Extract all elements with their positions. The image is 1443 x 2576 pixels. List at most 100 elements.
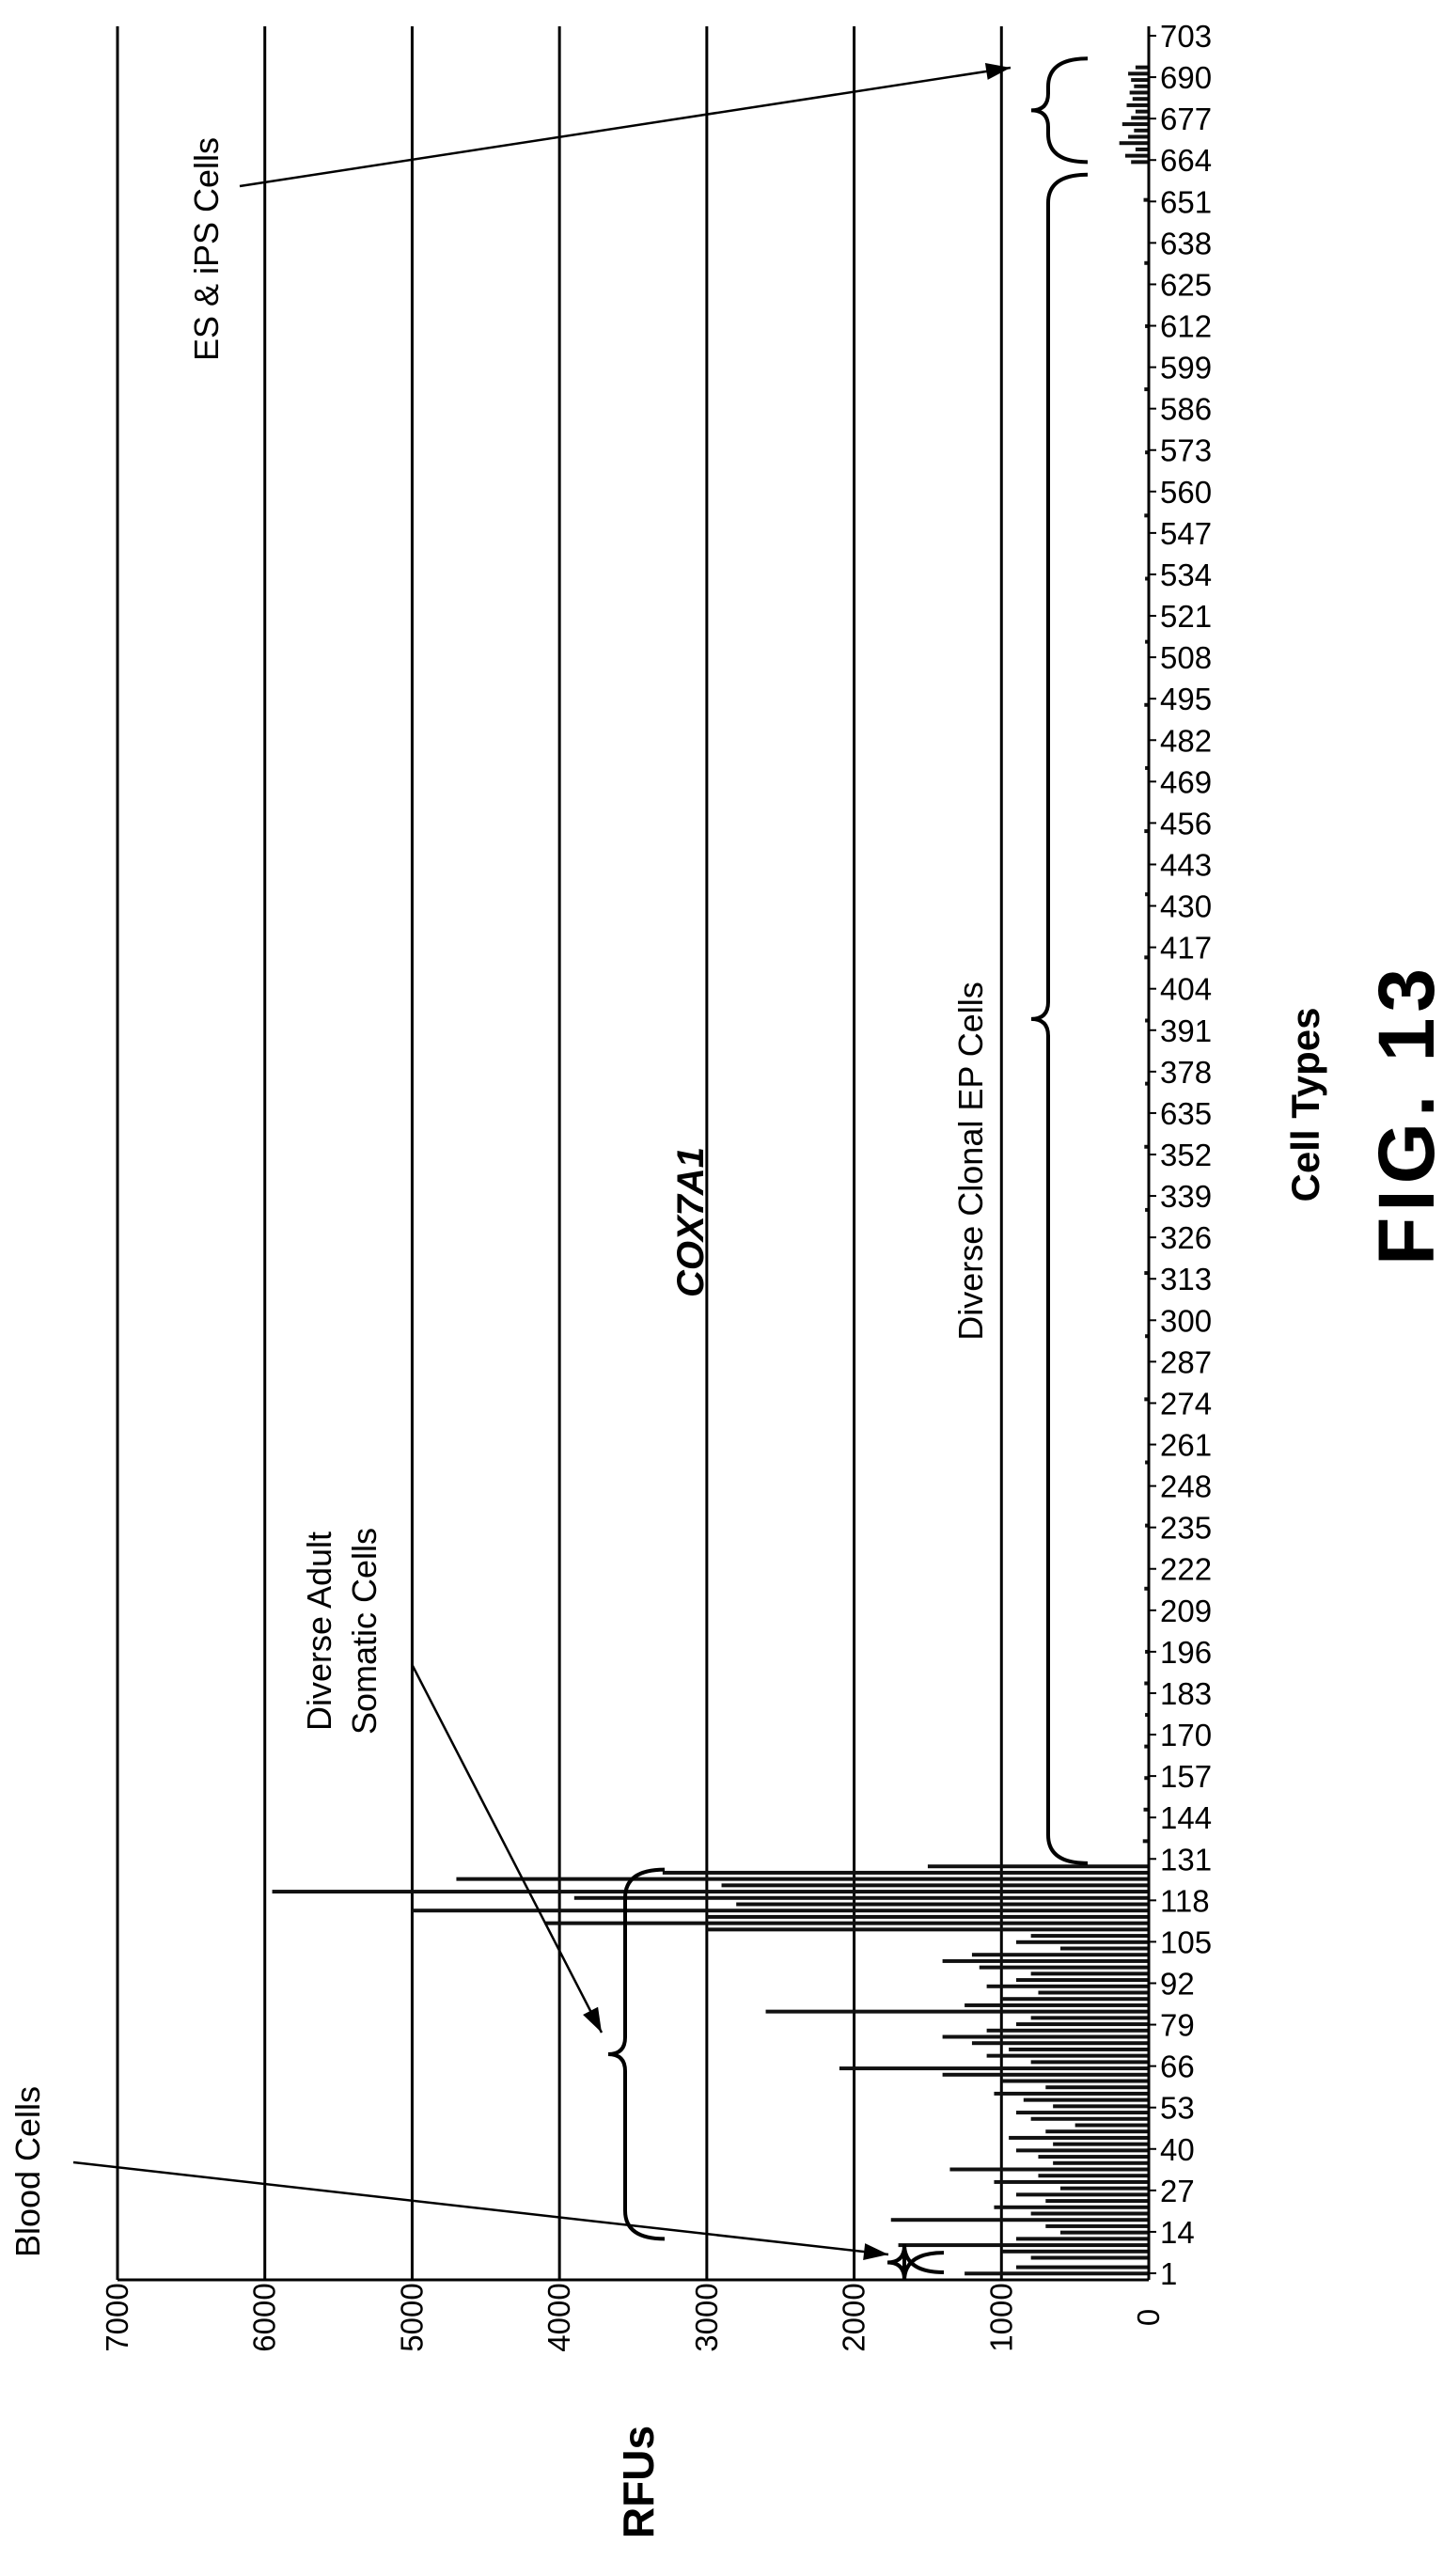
x-tick-label: 612	[1160, 309, 1212, 344]
x-tick-label: 326	[1160, 1220, 1212, 1255]
label-blood-cells: Blood Cells	[8, 2086, 47, 2257]
figure-label: FIG. 13	[1362, 963, 1443, 1265]
data-bar	[1045, 2224, 1149, 2228]
x-tick-label: 170	[1160, 1718, 1212, 1752]
data-bar	[1031, 2060, 1149, 2064]
arrow-es-ips-cells-head	[985, 63, 1011, 80]
data-bar	[1060, 1947, 1149, 1951]
y-tick-label: 4000	[541, 2283, 576, 2351]
data-bar	[1128, 135, 1149, 139]
data-bar	[1009, 2136, 1149, 2140]
data-bar	[1031, 2117, 1149, 2121]
arrow-adult-somatic-cells	[412, 1664, 602, 2033]
data-bar	[987, 2054, 1149, 2058]
data-bar	[1120, 141, 1149, 145]
data-bar	[1045, 2129, 1149, 2133]
data-bar	[1016, 1940, 1149, 1944]
y-axis-title: RFUs	[614, 2426, 663, 2538]
data-bar	[722, 1883, 1149, 1887]
x-tick-label: 404	[1160, 972, 1212, 1007]
y-tick-label: 3000	[689, 2283, 724, 2351]
x-tick-label: 677	[1160, 102, 1212, 136]
data-bar	[1038, 1991, 1149, 1995]
x-tick-label: 482	[1160, 723, 1212, 758]
data-bar	[994, 2180, 1149, 2184]
data-bar	[1128, 71, 1149, 75]
data-bar	[456, 1877, 1149, 1881]
data-bar	[899, 2243, 1149, 2247]
data-bar	[972, 1953, 1149, 1956]
data-bar	[1136, 148, 1149, 151]
x-tick-label: 635	[1160, 1096, 1212, 1131]
data-bar	[663, 1871, 1149, 1875]
x-tick-label: 183	[1160, 1676, 1212, 1711]
x-tick-label: 690	[1160, 60, 1212, 95]
data-bar	[1130, 91, 1149, 95]
data-bar	[1134, 85, 1149, 88]
x-tick-label: 157	[1160, 1759, 1212, 1794]
x-tick-label: 508	[1160, 640, 1212, 675]
x-tick-label: 703	[1160, 19, 1212, 54]
x-tick-label: 547	[1160, 516, 1212, 551]
data-bar	[987, 2029, 1149, 2033]
data-bar	[1045, 2085, 1149, 2089]
data-bar	[1136, 66, 1149, 70]
data-bar	[1009, 2048, 1149, 2051]
x-tick-label: 625	[1160, 267, 1212, 302]
x-tick-label: 300	[1160, 1303, 1212, 1338]
data-bar	[273, 1890, 1149, 1893]
x-tick-label: 430	[1160, 889, 1212, 924]
bracket-blood-cells	[887, 2244, 944, 2281]
data-bar	[412, 1908, 1149, 1912]
x-tick-label: 118	[1160, 1883, 1210, 1918]
x-tick-label: 261	[1160, 1428, 1212, 1463]
y-tick-label: 7000	[100, 2283, 134, 2351]
x-tick-label: 638	[1160, 226, 1212, 260]
data-bar	[1038, 2174, 1149, 2177]
data-bar	[943, 2035, 1149, 2039]
x-axis-title: Cell Types	[1283, 1008, 1327, 1202]
y-tick-label: 6000	[247, 2283, 282, 2351]
data-bar	[965, 2003, 1149, 2007]
x-tick-label: 248	[1160, 1469, 1212, 1504]
bracket-clonal-ep-cells	[1031, 175, 1088, 1863]
data-bar	[1031, 2256, 1149, 2260]
data-bar	[1016, 2266, 1149, 2270]
data-bar	[891, 2218, 1149, 2222]
annotations: Blood CellsDiverse AdultSomatic CellsDiv…	[8, 58, 1088, 2281]
arrow-adult-somatic-cells-head	[583, 2007, 602, 2033]
x-tick-label: 209	[1160, 1594, 1212, 1628]
data-bar	[1136, 110, 1149, 114]
x-tick-label: 521	[1160, 599, 1212, 634]
data-bar	[949, 2168, 1149, 2172]
data-bar	[1024, 2098, 1149, 2102]
data-bar	[1016, 2237, 1149, 2240]
label-es-ips-cells: ES & iPS Cells	[187, 137, 226, 361]
x-tick-label: 92	[1160, 1966, 1195, 2001]
data-bar	[1031, 2016, 1149, 2019]
y-tick-label: 0	[1131, 2309, 1166, 2326]
x-tick-label: 664	[1160, 143, 1212, 178]
data-bar	[1122, 122, 1149, 126]
x-tick-label: 378	[1160, 1055, 1212, 1090]
arrow-blood-cells-head	[863, 2243, 888, 2260]
data-bar	[1001, 2080, 1149, 2083]
data-bar	[574, 1896, 1149, 1900]
x-tick-label: 27	[1160, 2174, 1195, 2208]
data-bar	[1131, 116, 1149, 119]
data-bar	[766, 2010, 1149, 2014]
x-tick-label: 313	[1160, 1262, 1212, 1296]
data-bar	[994, 2206, 1149, 2209]
data-bar	[994, 2092, 1149, 2096]
x-tick-label: 495	[1160, 682, 1212, 716]
arrow-blood-cells	[73, 2162, 888, 2254]
data-bar	[1038, 2155, 1149, 2159]
x-tick-label: 651	[1160, 184, 1212, 219]
x-tick-label: 443	[1160, 847, 1212, 882]
x-tick-label: 417	[1160, 931, 1212, 966]
data-bar	[1131, 160, 1149, 164]
x-tick-label: 339	[1160, 1179, 1212, 1214]
data-bar	[839, 2066, 1149, 2070]
data-bar	[544, 1922, 1149, 1925]
label-clonal-ep-cells: Diverse Clonal EP Cells	[951, 982, 990, 1340]
